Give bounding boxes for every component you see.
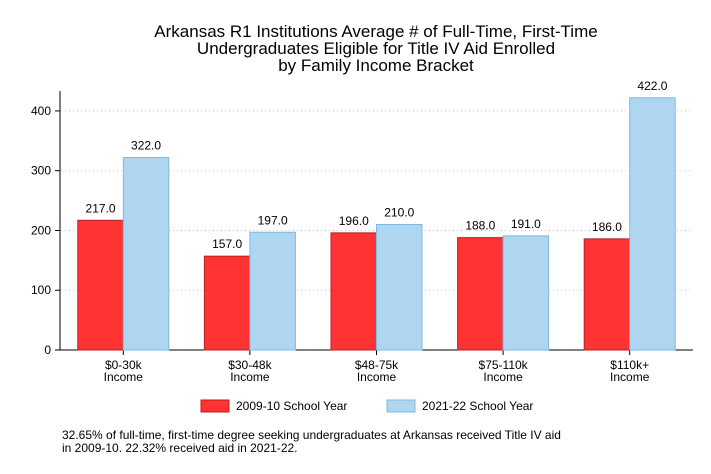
x-tick-label: Income [357, 370, 397, 384]
chart-title-line: by Family Income Bracket [278, 56, 474, 75]
x-tick-label: Income [610, 370, 650, 384]
bar [583, 238, 631, 351]
y-tick-label: 300 [31, 164, 51, 178]
x-tick-label: $0-30k [105, 358, 143, 372]
y-tick-label: 0 [44, 343, 51, 357]
legend-swatch [200, 399, 230, 413]
bar [457, 237, 504, 351]
bar [502, 235, 550, 351]
chart-title-line: Arkansas R1 Institutions Average # of Fu… [154, 22, 597, 41]
legend: 2009-10 School Year 2021-22 School Year [200, 399, 533, 413]
x-tick-label: Income [483, 370, 523, 384]
x-tick-label: $30-48k [228, 358, 272, 372]
y-tick-label: 100 [31, 283, 51, 297]
x-tick-label: $48-75k [355, 358, 399, 372]
x-tick-label: $75-110k [479, 358, 529, 372]
bar [203, 255, 251, 351]
bar [122, 157, 170, 351]
x-tick-label: $110k+ [610, 358, 649, 372]
bars: 217.0 322.0 157.0 197.0 196.0 210.0 188.0 191.0… [77, 79, 676, 351]
legend-swatch [386, 399, 416, 413]
data-label: 422.0 [637, 79, 667, 93]
y-tick-label: 400 [31, 104, 51, 118]
chart-title: Arkansas R1 Institutions Average # of Fu… [154, 22, 597, 75]
data-label: 196.0 [339, 214, 369, 228]
y-tick-label: 200 [31, 223, 51, 237]
data-label: 210.0 [384, 205, 414, 219]
data-label: 186.0 [592, 220, 622, 234]
data-label: 188.0 [465, 219, 495, 233]
bar [330, 232, 377, 351]
data-label: 322.0 [131, 139, 161, 153]
data-label: 217.0 [86, 201, 116, 215]
bar [249, 231, 296, 351]
bar [376, 223, 423, 351]
legend-label: 2009-10 School Year [236, 399, 347, 413]
legend-label: 2021-22 School Year [422, 399, 533, 413]
bar [77, 219, 124, 351]
data-label: 191.0 [511, 217, 541, 231]
x-tick-label: Income [104, 370, 144, 384]
x-tick-label: Income [230, 370, 270, 384]
bar [629, 97, 676, 351]
axes: 0100200300400$0-30kIncome$30-48kIncome$4… [31, 91, 693, 384]
chart-title-line: Undergraduates Eligible for Title IV Aid… [197, 39, 555, 58]
data-label: 197.0 [258, 213, 288, 227]
data-label: 157.0 [212, 237, 242, 251]
footnote: 32.65% of full-time, first-time degree s… [62, 428, 561, 455]
